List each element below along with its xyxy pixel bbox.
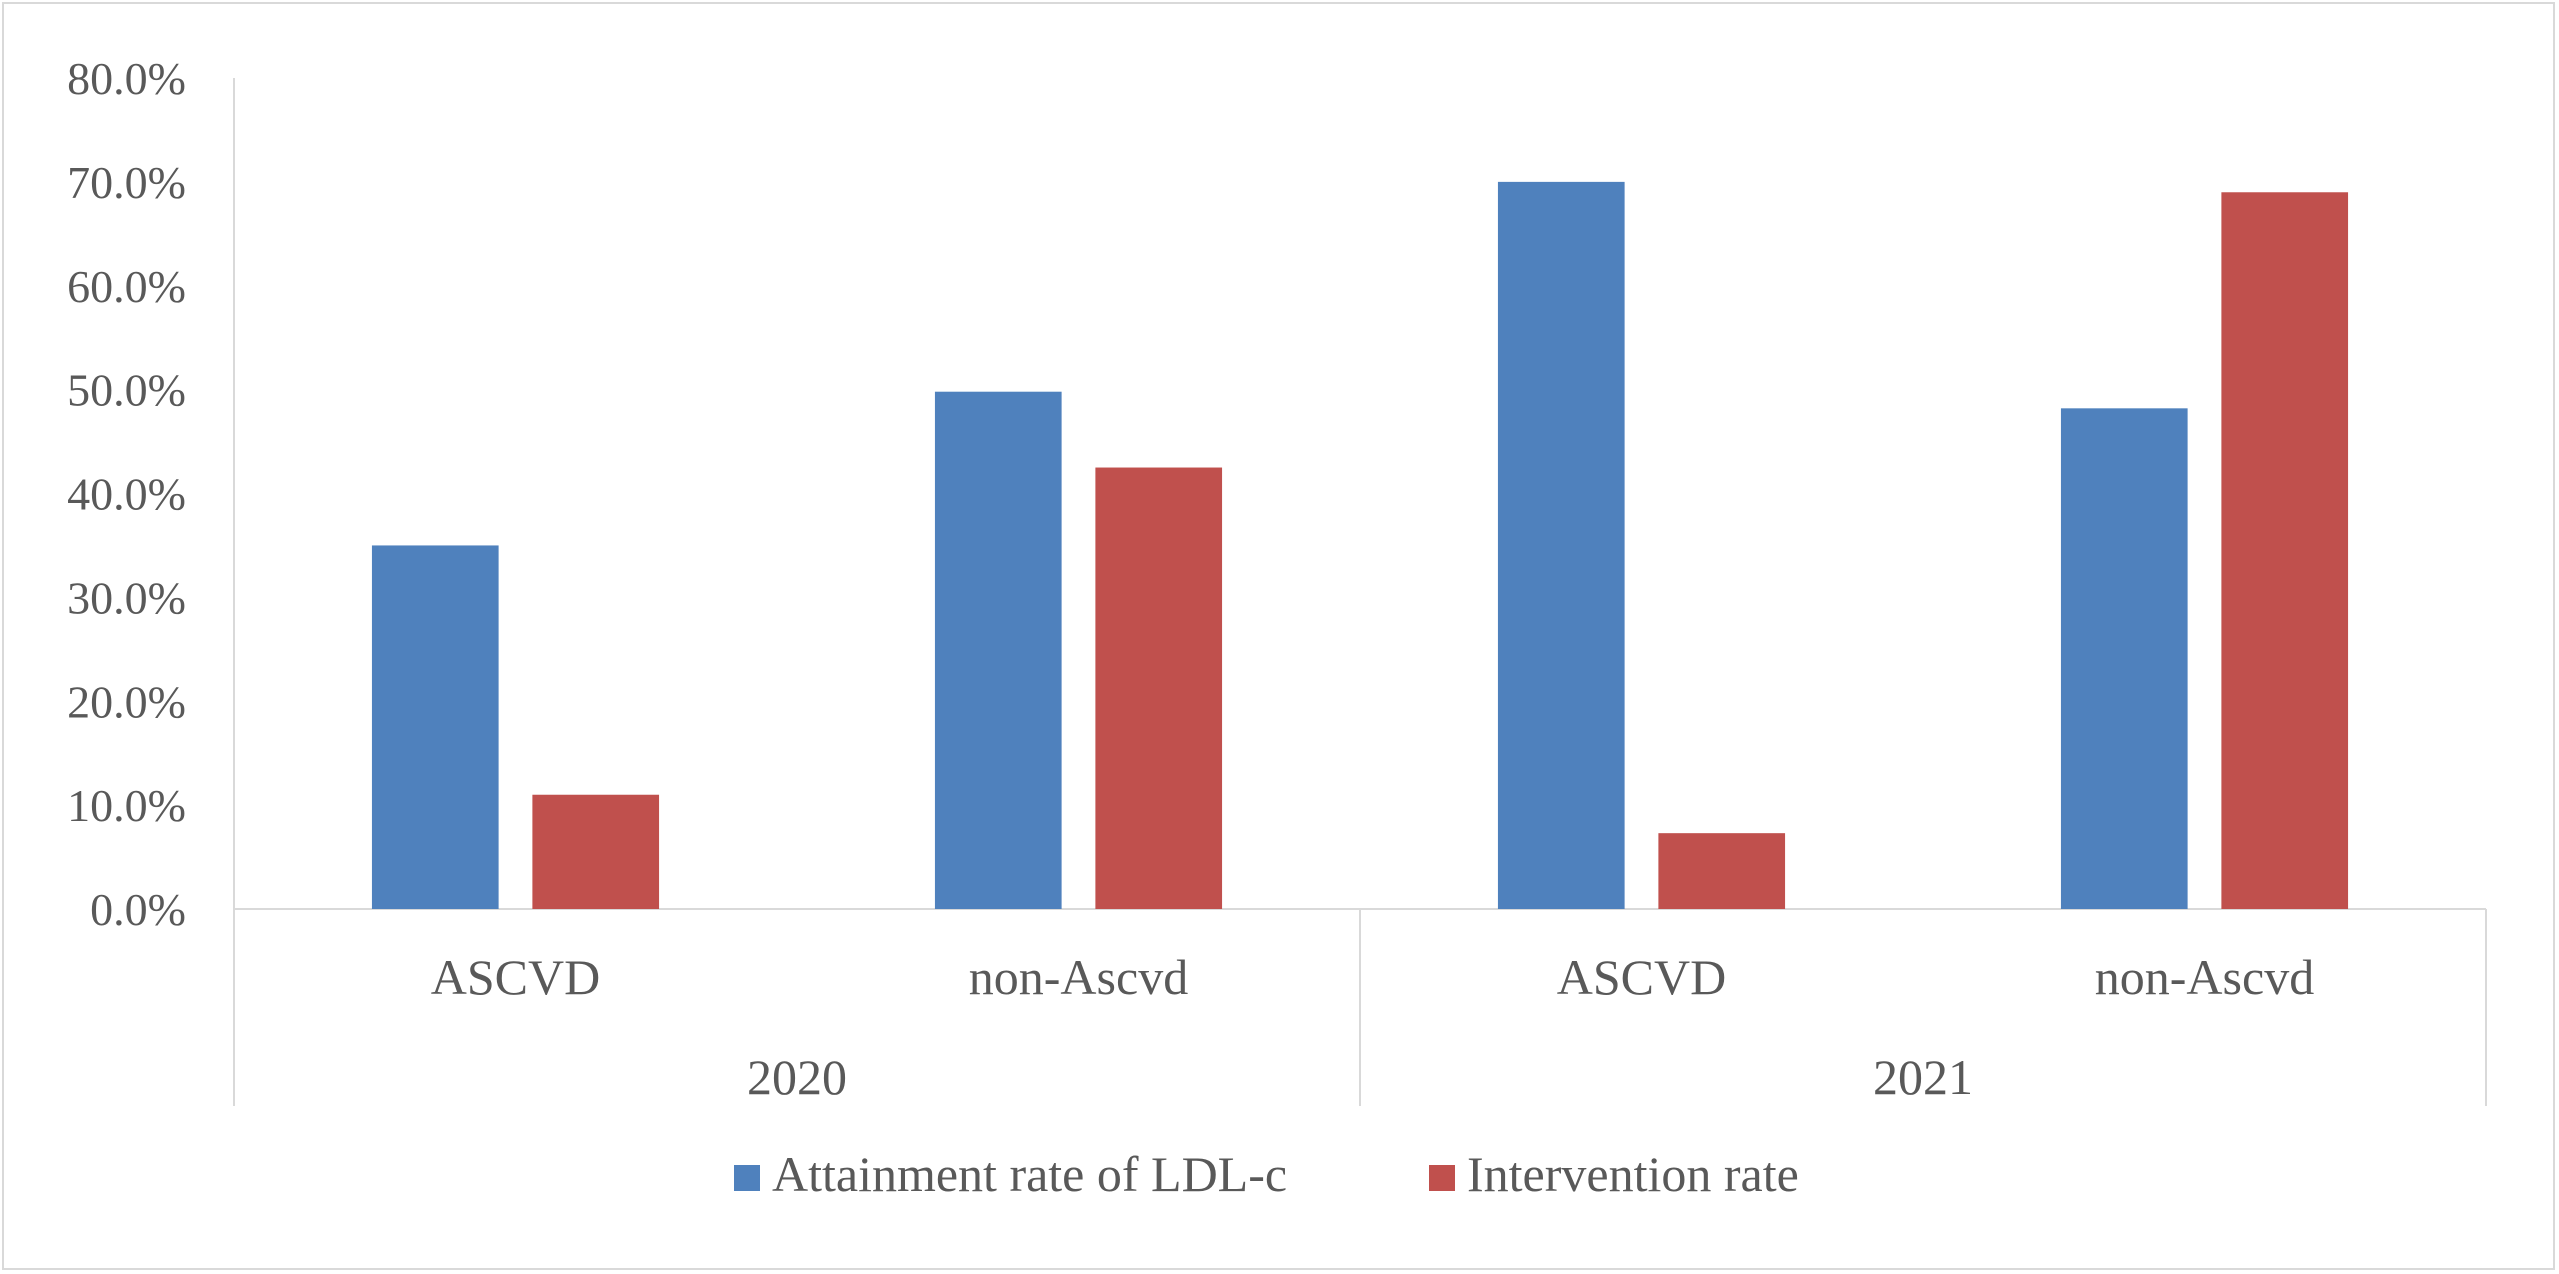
bar-intervention	[1095, 467, 1223, 909]
bar-intervention	[2221, 192, 2349, 909]
y-tick-label: 70.0%	[67, 157, 186, 208]
category-label: non-Ascvd	[969, 949, 1188, 1005]
y-tick-label: 0.0%	[90, 884, 186, 935]
bar-chart: 0.0% 10.0% 20.0% 30.0% 40.0% 50.0% 60.0% 70.0% 8…	[67, 53, 2487, 1202]
y-tick-label: 20.0%	[67, 676, 186, 727]
y-tick-label: 50.0%	[67, 365, 186, 416]
bar-attainment	[2060, 408, 2188, 909]
legend-swatch	[1429, 1165, 1455, 1191]
bar-intervention	[1658, 833, 1786, 909]
y-tick-label: 10.0%	[67, 780, 186, 831]
y-tick-label: 60.0%	[67, 261, 186, 312]
legend-label: Attainment rate of LDL-c	[772, 1146, 1287, 1202]
category-label: ASCVD	[1557, 949, 1726, 1005]
bar-attainment	[934, 391, 1062, 909]
y-tick-label: 40.0%	[67, 469, 186, 520]
y-tick-label: 80.0%	[67, 53, 186, 104]
category-label: non-Ascvd	[2095, 949, 2314, 1005]
legend-swatch	[734, 1165, 760, 1191]
legend-label: Intervention rate	[1467, 1146, 1799, 1202]
bar-intervention	[532, 794, 660, 909]
y-tick-label: 30.0%	[67, 572, 186, 623]
category-label: ASCVD	[431, 949, 600, 1005]
group-label: 2021	[1873, 1049, 1973, 1105]
bar-attainment	[1497, 181, 1625, 909]
group-label: 2020	[747, 1049, 847, 1105]
bar-attainment	[371, 545, 499, 909]
